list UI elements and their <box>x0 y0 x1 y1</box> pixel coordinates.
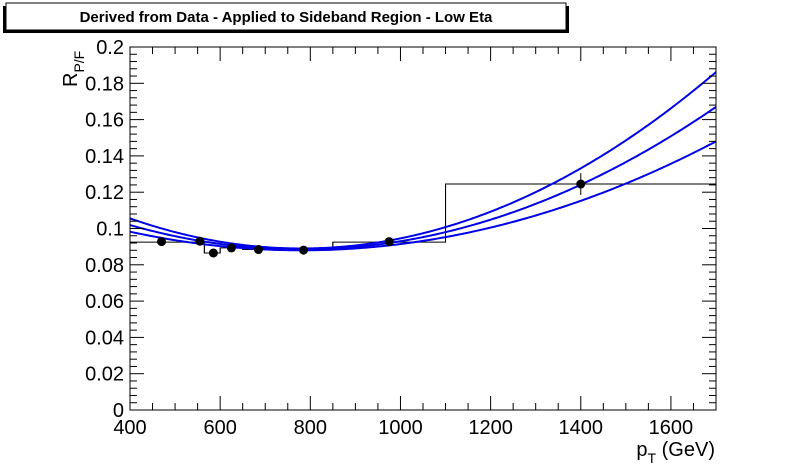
plot-frame <box>129 46 717 411</box>
data-point <box>576 179 586 189</box>
title-box-frame <box>5 2 567 31</box>
y-tick-label: 0.08 <box>85 255 124 277</box>
y-axis-label: RP/F <box>60 51 87 87</box>
fit-curve <box>129 106 717 251</box>
x-tick-label: 1600 <box>649 417 694 439</box>
axes <box>129 46 717 411</box>
x-tick-label: 1000 <box>378 417 423 439</box>
data-point <box>384 237 394 247</box>
data-point <box>226 243 236 253</box>
y-tick-label: 0.14 <box>85 146 124 168</box>
y-tick-label: 0.02 <box>85 364 124 386</box>
x-axis-label: pT (GeV) <box>636 439 715 466</box>
y-axis-label-sub: P/F <box>71 51 87 73</box>
chart-title: Derived from Data - Applied to Sideband … <box>80 9 493 26</box>
y-tick-label: 0.2 <box>96 37 124 59</box>
y-tick-label: 0.04 <box>85 327 124 349</box>
x-axis-label-sub: T <box>648 450 657 466</box>
data-point <box>157 237 167 247</box>
x-tick-label: 400 <box>113 417 146 439</box>
y-tick-label: 0 <box>113 400 124 422</box>
y-tick-labels: 0 0.02 0.04 0.06 0.08 0.1 0.12 0.14 0.16 0.18 0.2 <box>85 37 124 422</box>
x-axis-label-suffix: (GeV) <box>656 439 715 461</box>
data-point <box>299 245 309 255</box>
y-tick-label: 0.18 <box>85 73 124 95</box>
data-point <box>208 248 218 258</box>
y-tick-label: 0.12 <box>85 182 124 204</box>
y-tick-label: 0.06 <box>85 291 124 313</box>
data-point <box>253 245 263 255</box>
x-tick-label: 800 <box>294 417 327 439</box>
y-tick-label: 0.1 <box>96 219 124 241</box>
y-axis-label-main: R <box>60 73 82 87</box>
x-tick-label: 1400 <box>559 417 604 439</box>
data-point <box>195 236 205 246</box>
x-tick-labels: 400 600 800 1000 1200 1400 1600 <box>113 417 693 439</box>
title-box: Derived from Data - Applied to Sideband … <box>3 2 569 33</box>
plot-area <box>129 71 717 258</box>
y-tick-label: 0.16 <box>85 110 124 132</box>
fit-curve <box>129 71 717 250</box>
x-tick-label: 600 <box>203 417 236 439</box>
x-tick-label: 1200 <box>468 417 513 439</box>
x-axis-label-main: p <box>636 439 647 461</box>
